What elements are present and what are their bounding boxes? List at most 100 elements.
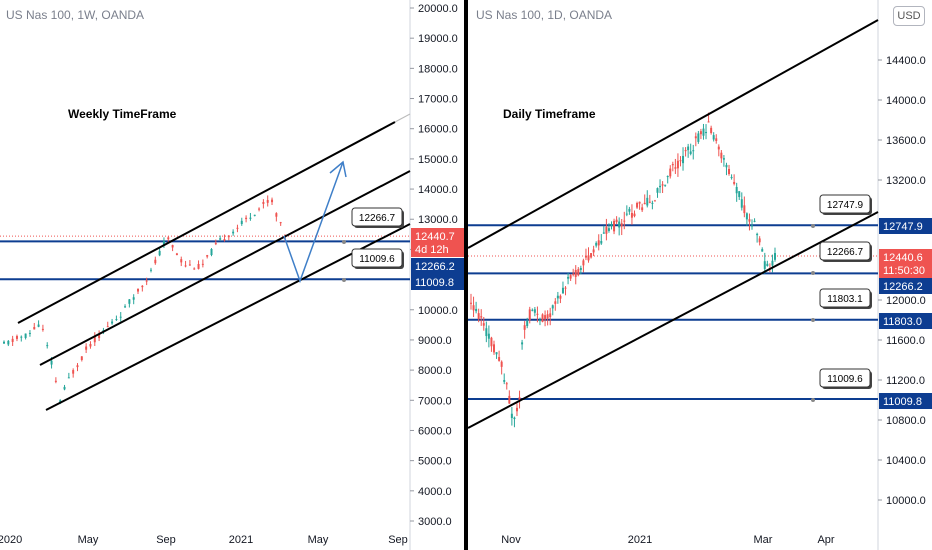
candle-body xyxy=(536,313,539,315)
countdown-tag: 11:50:30 xyxy=(883,265,925,277)
channel-lower-line xyxy=(45,223,411,411)
candle-body xyxy=(733,181,736,184)
candle-body xyxy=(722,158,725,160)
weekly-chart-svg[interactable]: 20000.0 19000.0 18000.0 17000.0 16000.0 15000… xyxy=(0,0,464,550)
candle-body xyxy=(605,226,608,234)
channel-upper-extension xyxy=(394,113,411,123)
y-axis-tick-label: 11200.0 xyxy=(886,375,925,387)
candle-body xyxy=(63,386,66,390)
y-axis-tick-label: 17000.0 xyxy=(418,94,458,106)
x-axis-tick-label: Sep xyxy=(156,534,176,546)
candle-body xyxy=(124,306,127,308)
candle-body xyxy=(528,309,531,321)
level-price-tag: 11803.0 xyxy=(883,316,922,328)
candle-body xyxy=(158,250,161,256)
candle-body xyxy=(482,323,485,326)
candle-body xyxy=(702,128,705,136)
candle-body xyxy=(210,248,213,256)
candle-body xyxy=(551,305,554,309)
candle-body xyxy=(505,383,508,385)
candle-body xyxy=(253,214,256,216)
candle-body xyxy=(618,221,621,228)
candle-body xyxy=(630,212,633,218)
candle-body xyxy=(206,255,209,257)
candle-body xyxy=(636,203,639,208)
candle-body xyxy=(692,150,695,152)
y-axis-tick-label: 12000.0 xyxy=(886,295,926,307)
candle-body xyxy=(175,253,178,255)
candle-body xyxy=(523,325,526,330)
y-axis-tick-label: 19000.0 xyxy=(418,33,458,45)
level-callout-12747: 12747.9 xyxy=(827,200,864,211)
candle-body xyxy=(717,146,720,150)
candle-body xyxy=(492,344,495,353)
candle-body xyxy=(610,223,613,227)
candle-body xyxy=(137,288,140,292)
candle-body xyxy=(538,320,541,322)
y-axis-tick-label: 10000.0 xyxy=(886,495,926,507)
candle-body xyxy=(54,380,57,382)
candle-body xyxy=(679,160,682,162)
weekly-chart-panel[interactable]: 20000.0 19000.0 18000.0 17000.0 16000.0 15000… xyxy=(0,0,464,550)
candle-body xyxy=(745,213,748,220)
candle-body xyxy=(659,185,662,188)
candle-body xyxy=(607,228,610,231)
y-axis-tick-label: 5000.0 xyxy=(418,456,452,468)
candle-body xyxy=(707,121,710,123)
candle-body xyxy=(730,177,733,179)
candle-body xyxy=(613,220,616,232)
level-callout-12266-box xyxy=(819,241,871,261)
y-axis-tick-label: 20000.0 xyxy=(418,3,458,15)
candle-body xyxy=(574,269,577,277)
level-callout-11009: 11009.6 xyxy=(359,254,395,265)
panel-divider[interactable] xyxy=(464,0,468,550)
level-callout-11009-box xyxy=(819,368,871,388)
candle-body xyxy=(37,324,40,327)
level-price-tag: 12266.2 xyxy=(415,261,455,273)
y-axis-tick-label: 15000.0 xyxy=(418,154,458,166)
y-axis-tick-label: 6000.0 xyxy=(418,425,452,437)
currency-button[interactable]: USD xyxy=(893,6,925,26)
candle-body xyxy=(579,268,582,270)
candle-body xyxy=(498,357,501,361)
candle-body xyxy=(710,127,713,134)
candle-body xyxy=(671,164,674,166)
candle-body xyxy=(684,150,687,152)
y-axis-tick-label: 13600.0 xyxy=(886,135,926,147)
candle-body xyxy=(628,208,631,212)
y-axis-tick-label: 14000.0 xyxy=(418,184,458,196)
candle-body xyxy=(743,205,746,214)
candle-body xyxy=(167,237,170,240)
callout-anchor xyxy=(811,271,815,275)
daily-chart-svg[interactable]: 14400.0 14000.0 13600.0 13200.0 12000.0 11600… xyxy=(468,0,932,550)
level-price-tag-bg xyxy=(879,278,932,294)
candle-body xyxy=(180,259,183,263)
countdown-tag-bg xyxy=(879,262,932,278)
candle-body xyxy=(262,202,265,204)
candle-body xyxy=(567,276,570,279)
x-axis-tick-label: Mar xyxy=(754,534,773,546)
candle-body xyxy=(595,242,598,246)
x-axis-tick-label: 2020 xyxy=(0,534,22,546)
callout-anchor xyxy=(342,240,346,244)
candle-body xyxy=(751,225,754,227)
y-axis-tick-label: 13000.0 xyxy=(418,214,458,226)
candle-body xyxy=(93,336,96,343)
candle-body xyxy=(615,219,618,223)
candle-body xyxy=(694,136,697,139)
candle-body xyxy=(85,346,88,350)
candle-body xyxy=(171,245,174,248)
daily-chart-panel[interactable]: 14400.0 14000.0 13600.0 13200.0 12000.0 11600… xyxy=(468,0,932,550)
y-axis-tick-label: 4000.0 xyxy=(418,486,452,498)
candle-body xyxy=(766,263,769,266)
candle-body xyxy=(531,309,534,311)
candle-body xyxy=(761,249,764,252)
candle-body xyxy=(495,352,498,355)
candle-body xyxy=(572,273,575,275)
candle-body xyxy=(41,328,44,330)
candle-body xyxy=(11,338,14,342)
candle-body xyxy=(15,336,18,339)
candle-body xyxy=(748,219,751,222)
y-axis-tick-label: 10800.0 xyxy=(886,415,926,427)
candle-body xyxy=(666,176,669,178)
